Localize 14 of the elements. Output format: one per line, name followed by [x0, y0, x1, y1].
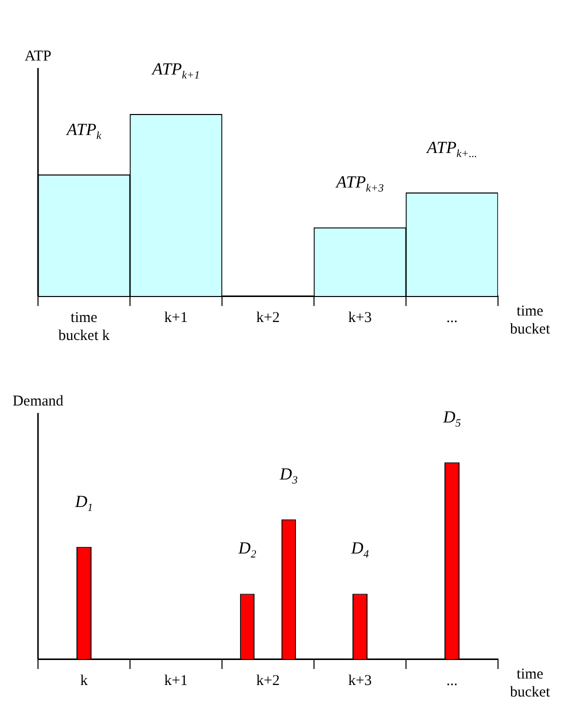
- x-tick-label: k+2: [256, 310, 280, 326]
- x-tick-label: ...: [446, 310, 458, 326]
- x-tick-label: k+1: [164, 310, 188, 326]
- x-axis-title: time bucket: [510, 303, 551, 338]
- y-axis-title: Demand: [12, 393, 64, 410]
- x-tick-label: k: [80, 672, 88, 689]
- y-axis-title: ATP: [24, 48, 52, 64]
- x-tick-label: ...: [446, 672, 458, 689]
- x-tick-label: k+1: [164, 672, 188, 689]
- x-tick-label: time bucket k: [58, 310, 110, 344]
- x-tick-label: k+2: [256, 672, 280, 689]
- x-tick-label: k+3: [348, 672, 372, 689]
- x-tick-label: k+3: [348, 310, 372, 326]
- x-axis-title: time bucket: [510, 666, 551, 700]
